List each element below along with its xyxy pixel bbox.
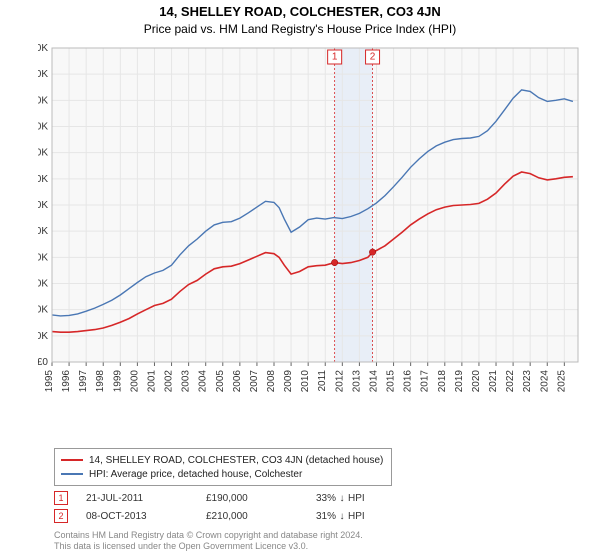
legend-swatch-blue xyxy=(61,473,83,475)
svg-text:£50K: £50K xyxy=(38,331,48,342)
svg-text:1995: 1995 xyxy=(44,370,55,393)
sales-pct: 33% xyxy=(296,493,336,504)
svg-text:2017: 2017 xyxy=(420,370,431,393)
svg-text:1: 1 xyxy=(332,52,338,63)
svg-text:£0: £0 xyxy=(38,357,48,368)
svg-text:2003: 2003 xyxy=(181,370,192,393)
svg-text:£100K: £100K xyxy=(38,305,48,316)
svg-text:2022: 2022 xyxy=(505,370,516,393)
svg-text:2004: 2004 xyxy=(198,370,209,393)
svg-text:1996: 1996 xyxy=(61,370,72,393)
sales-marker-box: 2 xyxy=(54,509,68,523)
svg-text:2013: 2013 xyxy=(351,370,362,393)
svg-text:£550K: £550K xyxy=(38,69,48,80)
sales-marker-box: 1 xyxy=(54,491,68,505)
svg-text:2014: 2014 xyxy=(368,370,379,393)
svg-text:2005: 2005 xyxy=(215,370,226,393)
legend-label: 14, SHELLEY ROAD, COLCHESTER, CO3 4JN (d… xyxy=(89,455,383,466)
sales-hpi-label: HPI xyxy=(348,511,378,522)
svg-text:£400K: £400K xyxy=(38,148,48,159)
chart-subtitle: Price paid vs. HM Land Registry's House … xyxy=(0,22,600,36)
svg-text:2019: 2019 xyxy=(454,370,465,393)
svg-text:1998: 1998 xyxy=(95,370,106,393)
svg-text:2001: 2001 xyxy=(146,370,157,393)
svg-text:£600K: £600K xyxy=(38,43,48,54)
chart-title-address: 14, SHELLEY ROAD, COLCHESTER, CO3 4JN xyxy=(0,4,600,19)
svg-text:2009: 2009 xyxy=(283,370,294,393)
legend-item: HPI: Average price, detached house, Colc… xyxy=(61,467,383,481)
svg-text:£350K: £350K xyxy=(38,174,48,185)
svg-text:2011: 2011 xyxy=(317,370,328,392)
svg-text:£300K: £300K xyxy=(38,200,48,211)
svg-text:£450K: £450K xyxy=(38,122,48,133)
svg-text:2018: 2018 xyxy=(437,370,448,393)
svg-text:2023: 2023 xyxy=(522,370,533,393)
sales-row: 1 21-JUL-2011 £190,000 33% ↓ HPI xyxy=(54,490,378,506)
footer-line1: Contains HM Land Registry data © Crown c… xyxy=(54,530,363,541)
sales-price: £210,000 xyxy=(206,511,296,522)
svg-text:2024: 2024 xyxy=(539,370,550,393)
svg-text:2012: 2012 xyxy=(334,370,345,393)
svg-text:2: 2 xyxy=(370,52,376,63)
down-arrow-icon: ↓ xyxy=(336,493,348,504)
svg-text:1999: 1999 xyxy=(112,370,123,393)
sales-date: 08-OCT-2013 xyxy=(86,511,206,522)
svg-text:2007: 2007 xyxy=(249,370,260,393)
svg-text:2006: 2006 xyxy=(232,370,243,393)
sales-price: £190,000 xyxy=(206,493,296,504)
svg-text:£150K: £150K xyxy=(38,279,48,290)
svg-text:1997: 1997 xyxy=(78,370,89,393)
svg-text:2008: 2008 xyxy=(266,370,277,393)
svg-text:2010: 2010 xyxy=(300,370,311,393)
footer-credits: Contains HM Land Registry data © Crown c… xyxy=(54,530,363,553)
sales-date: 21-JUL-2011 xyxy=(86,493,206,504)
sales-hpi-label: HPI xyxy=(348,493,378,504)
svg-text:2020: 2020 xyxy=(471,370,482,393)
legend-swatch-red xyxy=(61,459,83,461)
svg-text:2025: 2025 xyxy=(556,370,567,393)
chart-legend: 14, SHELLEY ROAD, COLCHESTER, CO3 4JN (d… xyxy=(54,448,392,486)
svg-text:2021: 2021 xyxy=(488,370,499,393)
price-chart: £0 £50K £100K £150K £200K £250K £300K £350K £400… xyxy=(38,42,584,406)
svg-text:£500K: £500K xyxy=(38,95,48,106)
svg-text:2016: 2016 xyxy=(403,370,414,393)
legend-label: HPI: Average price, detached house, Colc… xyxy=(89,469,302,480)
svg-text:£200K: £200K xyxy=(38,252,48,263)
down-arrow-icon: ↓ xyxy=(336,511,348,522)
sales-pct: 31% xyxy=(296,511,336,522)
svg-text:2000: 2000 xyxy=(129,370,140,393)
svg-text:£250K: £250K xyxy=(38,226,48,237)
sales-row: 2 08-OCT-2013 £210,000 31% ↓ HPI xyxy=(54,508,378,524)
svg-text:2015: 2015 xyxy=(386,370,397,393)
svg-text:2002: 2002 xyxy=(164,370,175,393)
legend-item: 14, SHELLEY ROAD, COLCHESTER, CO3 4JN (d… xyxy=(61,453,383,467)
sales-table: 1 21-JUL-2011 £190,000 33% ↓ HPI 2 08-OC… xyxy=(54,490,378,526)
footer-line2: This data is licensed under the Open Gov… xyxy=(54,541,363,552)
